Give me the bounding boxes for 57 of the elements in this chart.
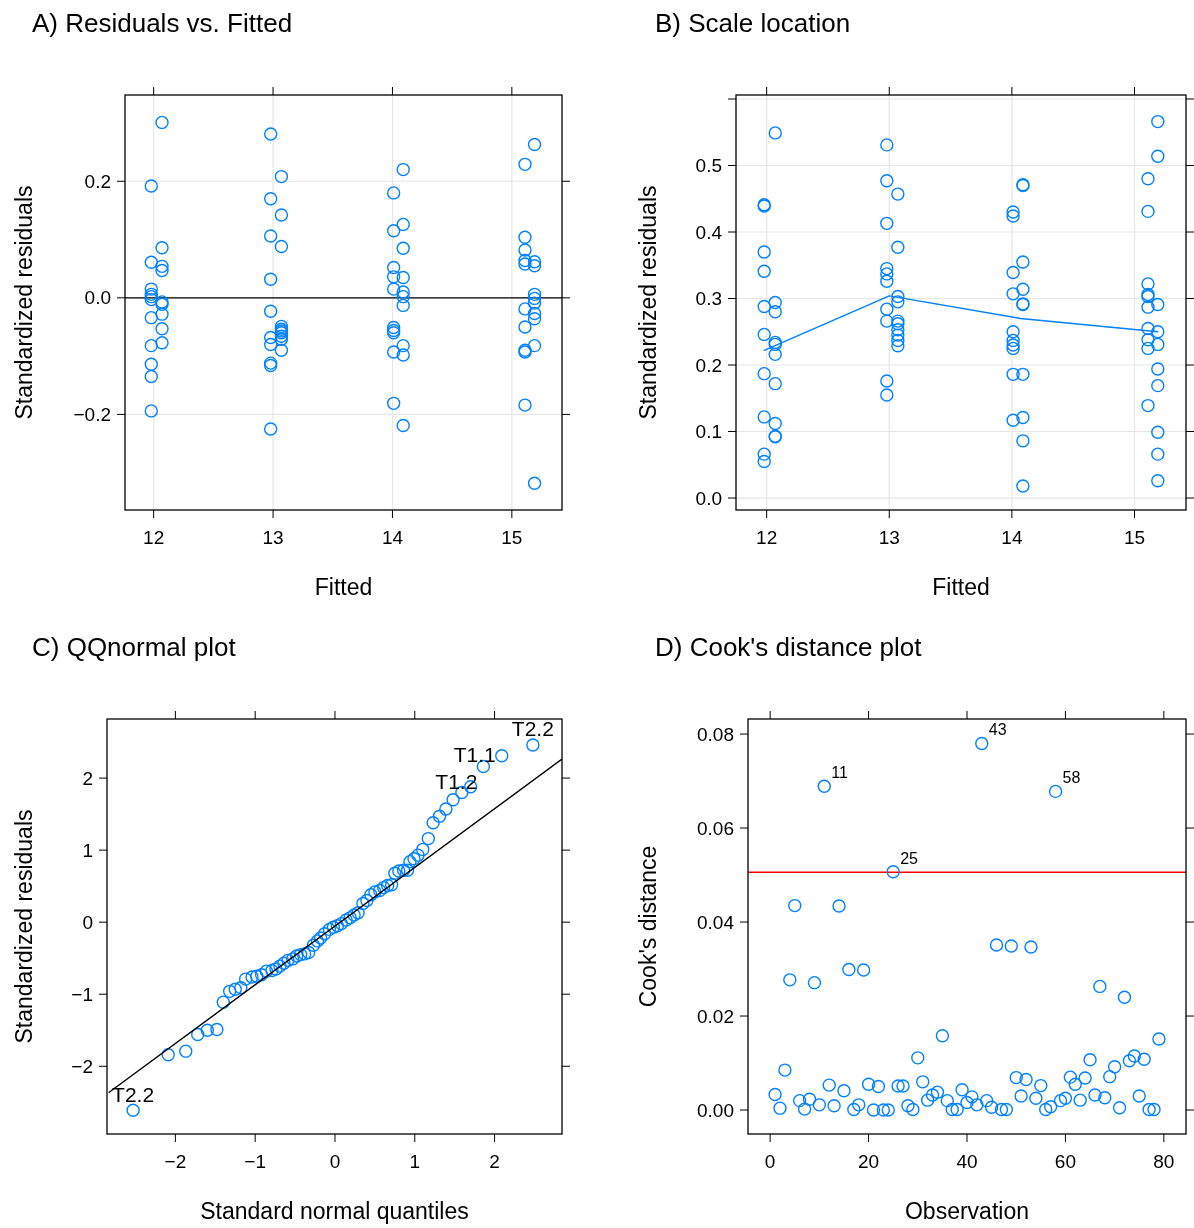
- x-axis-title: Fitted: [314, 574, 373, 600]
- annotation: T2.2: [112, 1083, 155, 1107]
- annotation: 11: [831, 764, 848, 782]
- x-tick-label: 15: [501, 527, 523, 548]
- y-tick-label: 0.02: [697, 1005, 734, 1027]
- x-tick-label: 12: [143, 527, 165, 548]
- annotation: 25: [900, 849, 919, 867]
- y-axis-title: Standardized residuals: [11, 809, 37, 1044]
- chart-title: A) Residuals vs. Fitted: [32, 8, 293, 38]
- x-tick-label: 14: [1001, 527, 1023, 548]
- y-tick-label: −2: [71, 1055, 93, 1077]
- y-tick-label: −1: [71, 983, 93, 1005]
- x-tick-label: 80: [1153, 1151, 1175, 1172]
- y-tick-label: 0.2: [84, 170, 111, 192]
- y-tick-label: 0.5: [695, 155, 722, 177]
- chart-title: D) Cook's distance plot: [655, 632, 923, 662]
- y-tick-label: 0.08: [697, 723, 734, 745]
- x-axis-title: Observation: [904, 1198, 1030, 1224]
- annotation: T2.2: [511, 716, 554, 740]
- x-tick-label: 20: [858, 1151, 880, 1172]
- y-tick-label: 0.0: [695, 487, 722, 509]
- annotation: T1.2: [435, 769, 478, 793]
- annotation: T1.1: [453, 742, 496, 766]
- x-axis-title: Fitted: [932, 574, 990, 600]
- y-tick-label: 0.00: [697, 1099, 734, 1121]
- y-tick-label: 0: [82, 911, 93, 933]
- x-tick-label: 40: [956, 1151, 978, 1172]
- x-tick-label: −2: [164, 1151, 187, 1172]
- x-tick-label: 0: [329, 1151, 341, 1172]
- x-tick-label: 2: [489, 1151, 500, 1172]
- x-tick-label: 13: [262, 527, 284, 548]
- y-tick-label: 0.1: [695, 421, 722, 443]
- x-tick-label: 14: [381, 527, 404, 548]
- y-tick-label: 0.0: [84, 287, 111, 309]
- y-tick-label: 0.4: [695, 221, 723, 243]
- x-tick-label: 1: [409, 1151, 421, 1172]
- x-tick-label: 0: [764, 1151, 776, 1172]
- y-axis-title: Standardized residuals: [635, 185, 661, 420]
- x-axis-title: Standard normal quantiles: [200, 1198, 469, 1224]
- annotation: 43: [988, 721, 1007, 739]
- x-tick-label: 15: [1123, 527, 1146, 548]
- y-tick-label: 0.3: [695, 288, 722, 310]
- y-tick-label: 0.04: [697, 911, 735, 933]
- y-tick-label: −0.2: [73, 404, 111, 426]
- annotation: 58: [1062, 769, 1081, 787]
- y-tick-label: 0.06: [697, 817, 734, 839]
- chart-title: B) Scale location: [655, 8, 851, 38]
- y-tick-label: 2: [82, 767, 93, 789]
- y-axis-title: Cook's distance: [635, 845, 661, 1008]
- y-tick-label: 1: [82, 839, 93, 861]
- x-tick-label: 12: [756, 527, 778, 548]
- y-tick-label: 0.2: [695, 354, 722, 376]
- y-axis-title: Standardized residuals: [11, 185, 37, 420]
- chart-title: C) QQnormal plot: [32, 632, 237, 662]
- x-tick-label: 13: [878, 527, 900, 548]
- x-tick-label: 60: [1054, 1151, 1076, 1172]
- x-tick-label: −1: [244, 1151, 267, 1172]
